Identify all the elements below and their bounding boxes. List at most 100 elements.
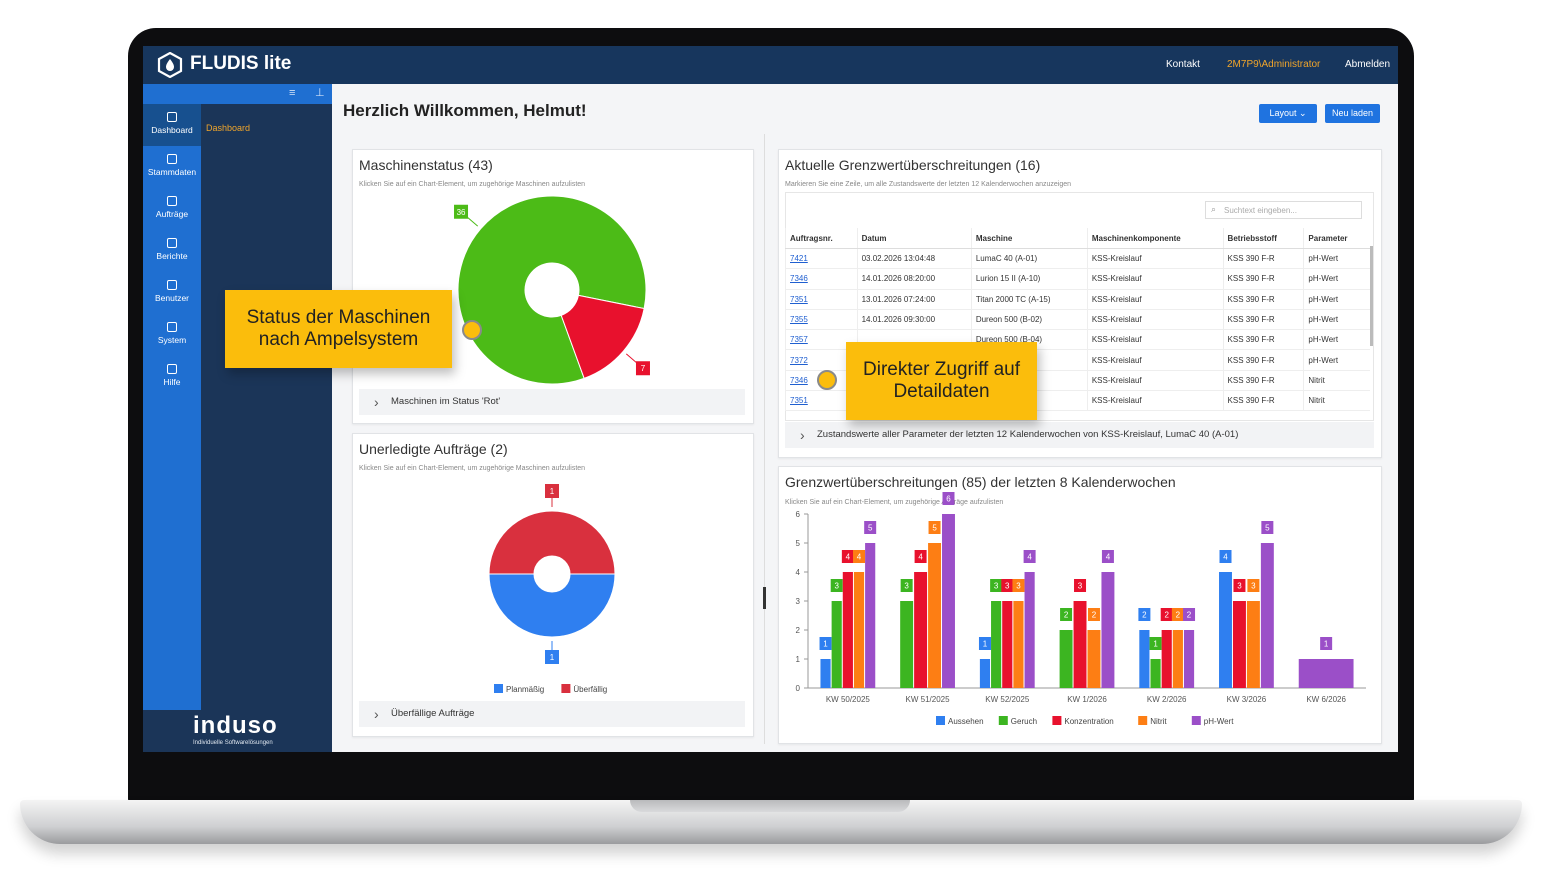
- value-label-box: [1183, 608, 1196, 621]
- x-tick-label: KW 51/2025: [906, 695, 951, 704]
- value-label-box: [1060, 608, 1073, 621]
- nav-item[interactable]: Stammdaten: [143, 146, 201, 188]
- greeting: Herzlich Willkommen, Helmut!: [343, 101, 587, 120]
- sidebar: [143, 84, 201, 710]
- y-tick-label: 6: [796, 510, 801, 519]
- value-label: 3: [834, 582, 839, 591]
- panel-footer[interactable]: Überfällige Aufträge: [359, 701, 745, 727]
- value-label-box: [1261, 521, 1274, 534]
- table-cell: 7346: [785, 268, 858, 290]
- value-label-box: [635, 361, 650, 376]
- value-label: 5: [868, 524, 873, 533]
- table-cell: pH-Wert: [1303, 309, 1370, 331]
- legend-swatch: [1052, 716, 1062, 725]
- table-cell: KSS-Kreislauf: [1086, 390, 1224, 412]
- value-label: 3: [904, 582, 909, 591]
- bar: [928, 543, 942, 688]
- y-tick-label: 5: [796, 539, 801, 548]
- value-label-box: [1012, 579, 1025, 592]
- value-label-box: [545, 650, 559, 664]
- bar: [1298, 659, 1354, 688]
- table-cell: KSS 390 F-R: [1222, 309, 1304, 331]
- order-link[interactable]: 7421: [790, 254, 808, 264]
- nav-icon: [167, 322, 177, 332]
- table-row[interactable]: 7357 Dureon 500 (B-04) KSS-Kreislauf KSS 39…: [785, 329, 1370, 351]
- order-link[interactable]: 7351: [790, 294, 808, 304]
- bar: [991, 601, 1002, 688]
- table-row[interactable]: 7351 13.01.2026 07:24:00 Titan 2000 TC (A-…: [785, 289, 1370, 310]
- table-cell: KSS 390 F-R: [1222, 289, 1304, 310]
- scrollbar[interactable]: [1370, 246, 1373, 346]
- order-link[interactable]: 7346: [790, 375, 808, 385]
- y-tick-label: 0: [796, 684, 801, 693]
- table-cell: pH-Wert: [1303, 268, 1370, 290]
- nav-item[interactable]: Benutzer: [143, 272, 201, 314]
- bar: [865, 543, 876, 688]
- header-link[interactable]: Kontakt: [1166, 59, 1200, 70]
- header-link[interactable]: Abmelden: [1345, 59, 1391, 70]
- panel-title: Maschinenstatus (43): [359, 157, 493, 173]
- legend-label: Überfällig: [573, 685, 607, 694]
- nav-item[interactable]: Berichte: [143, 230, 201, 272]
- legend-label: Planmäßig: [506, 685, 544, 694]
- column-header: Maschinenkomponente: [1086, 228, 1224, 249]
- value-label: 1: [1324, 640, 1329, 649]
- table-cell: LumaC 40 (A-01): [970, 248, 1088, 270]
- table-cell: Lurion 15 II (A-10): [970, 268, 1088, 290]
- reload-button[interactable]: Neu laden: [1325, 104, 1380, 123]
- nav-item[interactable]: Aufträge: [143, 188, 201, 230]
- bar: [900, 601, 914, 688]
- panel-footer[interactable]: Maschinen im Status 'Rot': [359, 389, 745, 415]
- value-label: 36: [457, 208, 466, 217]
- table-row[interactable]: 7346 14.01.2026 08:20:00 Lurion 15 II (A-1…: [785, 268, 1370, 290]
- splitter-handle[interactable]: [763, 587, 766, 609]
- table-cell: 7421: [785, 248, 858, 270]
- nav-item[interactable]: Hilfe: [143, 356, 201, 398]
- column-header: Auftragsnr.: [785, 228, 858, 249]
- table-cell: pH-Wert: [1303, 329, 1370, 351]
- value-label-box: [1001, 579, 1014, 592]
- search-icon: ⌕: [1211, 204, 1217, 214]
- table-row[interactable]: 7355 14.01.2026 09:30:00 Dureon 500 (B-02)…: [785, 309, 1370, 331]
- order-link[interactable]: 7346: [790, 274, 808, 284]
- pie-slice: [488, 573, 616, 638]
- search-input[interactable]: Suchtext eingeben...: [1205, 201, 1362, 219]
- nav-item[interactable]: Dashboard: [143, 104, 201, 146]
- breadcrumb[interactable]: Dashboard: [206, 123, 251, 133]
- panel-footer[interactable]: Zustandswerte aller Parameter der letzte…: [785, 422, 1374, 448]
- value-label: 4: [918, 553, 923, 562]
- order-link[interactable]: 7357: [790, 335, 808, 345]
- order-link[interactable]: 7372: [790, 355, 808, 365]
- bar: [1150, 659, 1161, 688]
- table-row[interactable]: 7421 03.02.2026 13:04:48 LumaC 40 (A-01) KS…: [785, 248, 1370, 270]
- callout-marker: [817, 370, 837, 390]
- order-link[interactable]: 7351: [790, 396, 808, 406]
- x-tick-label: KW 2/2026: [1147, 695, 1187, 704]
- button-label: Layout: [1269, 108, 1297, 118]
- x-tick-label: KW 3/2026: [1227, 695, 1267, 704]
- laptop-notch: [630, 800, 910, 812]
- order-link[interactable]: 7355: [790, 315, 808, 325]
- value-label: 2: [1187, 611, 1192, 620]
- x-tick-label: KW 50/2025: [826, 695, 871, 704]
- table-cell: KSS-Kreislauf: [1086, 289, 1224, 310]
- bar: [1002, 601, 1013, 688]
- table-cell: KSS-Kreislauf: [1086, 248, 1224, 270]
- column-header: Maschine: [970, 228, 1088, 249]
- bar: [1232, 601, 1246, 688]
- value-label: 1: [823, 640, 828, 649]
- value-label-box: [1219, 550, 1232, 563]
- layout-button[interactable]: Layout ⌄: [1259, 104, 1317, 123]
- bar: [1183, 630, 1195, 688]
- panel-title: Grenzwertüberschreitungen (85) der letzt…: [785, 474, 1176, 490]
- value-label: 1: [550, 653, 555, 662]
- callout: Status der Maschinen nach Ampelsystem: [225, 290, 452, 368]
- bar: [942, 514, 955, 688]
- nav-item[interactable]: System: [143, 314, 201, 356]
- nav-label: Berichte: [156, 251, 188, 261]
- value-label: 4: [857, 553, 862, 562]
- top-bar: [143, 46, 1398, 84]
- header-link[interactable]: 2M7P9\Administrator: [1227, 59, 1321, 70]
- legend-swatch: [1138, 716, 1148, 725]
